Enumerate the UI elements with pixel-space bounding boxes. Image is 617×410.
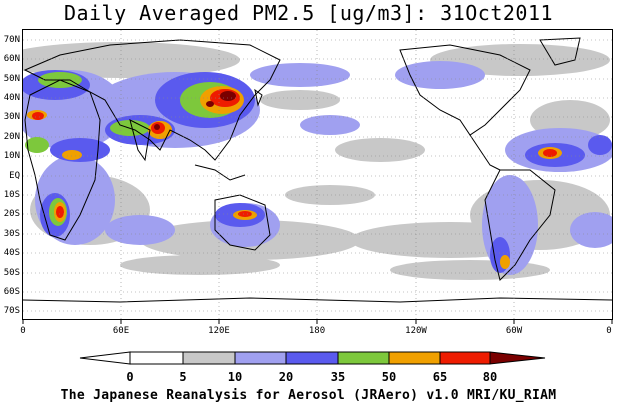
lat-label: 30S	[3, 229, 20, 239]
lon-label: 60W	[505, 326, 523, 336]
lon-label: 120E	[208, 326, 230, 336]
colorbar-label: 50	[381, 370, 397, 384]
lon-label: 60E	[112, 326, 130, 336]
lat-label: 70S	[3, 306, 20, 316]
lon-label: 120W	[405, 326, 427, 336]
footer-credit: The Japanese Reanalysis for Aerosol (JRA…	[60, 388, 557, 403]
lat-label: 20N	[3, 132, 20, 142]
lat-label: EQ	[9, 171, 20, 181]
colorbar-label: 10	[227, 370, 243, 384]
lon-label: 0	[606, 326, 612, 336]
lat-label: 10N	[3, 151, 20, 161]
extreme-concentration-layer	[154, 91, 236, 130]
colorbar-segment-50	[337, 351, 390, 365]
grid-lines	[23, 30, 612, 319]
lon-label: 0	[20, 326, 26, 336]
lat-label: 40S	[3, 248, 20, 258]
lat-label: 10S	[3, 190, 20, 200]
colorbar-segment-35	[285, 351, 339, 365]
lon-label: 180	[308, 326, 326, 336]
lat-label: 30N	[3, 112, 20, 122]
colorbar-segment-5	[129, 351, 184, 365]
colorbar-segment-20	[234, 351, 287, 365]
map-title: Daily Averaged PM2.5 [ug/m3]: 31Oct2011	[63, 1, 554, 25]
colorbar	[79, 351, 546, 365]
lat-label: 70N	[3, 35, 20, 45]
colorbar-label: 65	[432, 370, 448, 384]
colorbar-label: 35	[330, 370, 346, 384]
colorbar-label: 0	[126, 370, 134, 384]
lat-label: 60S	[3, 287, 20, 297]
lat-label: 50S	[3, 268, 20, 278]
colorbar-label: 5	[179, 370, 187, 384]
lat-label: 60N	[3, 54, 20, 64]
lat-label: 40N	[3, 93, 20, 103]
colorbar-label: 80	[482, 370, 498, 384]
colorbar-segment-65	[388, 351, 441, 365]
lat-label: 20S	[3, 209, 20, 219]
colorbar-label: 20	[278, 370, 294, 384]
colorbar-segment-10	[182, 351, 236, 365]
colorbar-min-arrow	[79, 351, 131, 365]
colorbar-segment-80	[439, 351, 491, 365]
coastlines	[23, 37, 612, 303]
lat-label: 50N	[3, 74, 20, 84]
colorbar-max-arrow	[489, 351, 546, 365]
